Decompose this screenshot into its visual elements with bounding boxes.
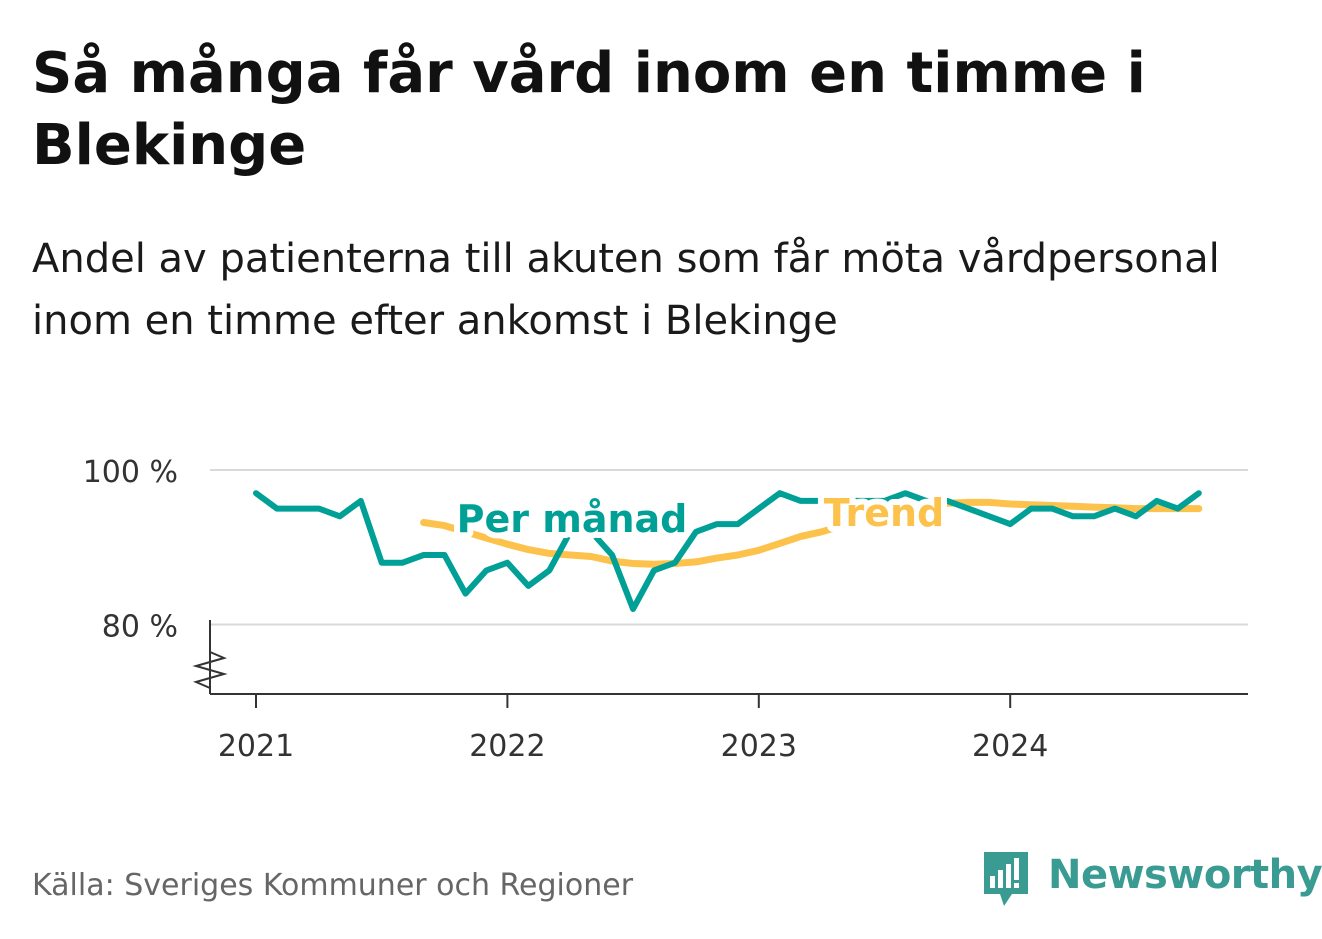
series-label-trend-halo: Trend (824, 491, 945, 535)
series-line-per-manad (253, 490, 1202, 612)
series-line-trend (420, 498, 1203, 568)
x-tick-label: 2022 (469, 729, 545, 764)
x-tick-label: 2023 (721, 729, 797, 764)
source-note: Källa: Sveriges Kommuner och Regioner (32, 868, 634, 903)
series-label-per-manad: Per månad (457, 497, 688, 541)
y-tick-label: 100 % (83, 455, 178, 490)
newsworthy-logo-icon (984, 852, 1028, 906)
series-label-trend: Trend (824, 491, 945, 535)
axes (192, 620, 1248, 695)
y-axis-ticks: 80 % 100 % (83, 455, 178, 644)
brand-name: Newsworthy (1048, 852, 1322, 898)
series-lines (253, 490, 1203, 612)
gridlines (210, 469, 1248, 626)
y-tick-label: 80 % (102, 609, 178, 644)
series-label-per-manad-halo: Per månad (457, 497, 688, 541)
chart-subtitle: Andel av patienterna till akuten som får… (32, 236, 1220, 344)
chart-title: Så många får vård inom en timme i Blekin… (32, 41, 1146, 178)
x-axis-ticks: 2021 2022 2023 2024 (218, 694, 1048, 764)
line-chart: 80 %100 % 2021 2022 2023 2024 Per månadPer … (83, 455, 1248, 764)
x-tick-label: 2021 (218, 729, 294, 764)
x-tick-label: 2024 (972, 729, 1048, 764)
y-axis-break (192, 651, 228, 689)
